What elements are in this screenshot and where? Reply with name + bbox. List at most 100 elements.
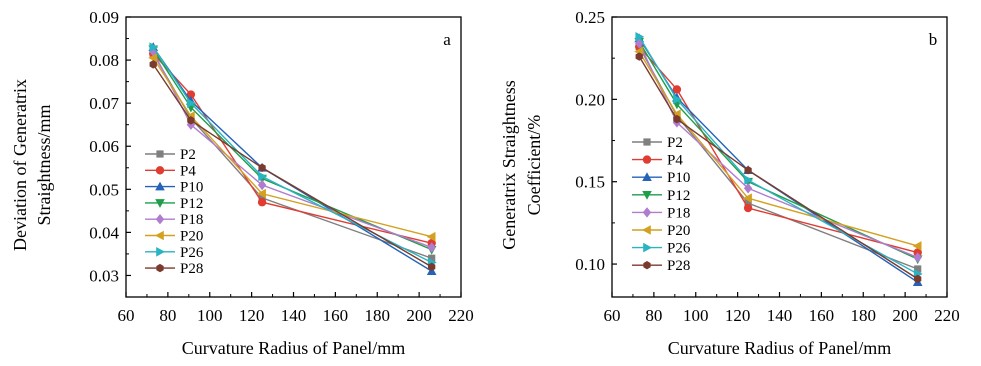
legend-marker bbox=[156, 263, 164, 273]
series-line bbox=[638, 36, 919, 275]
x-tick-label: 140 bbox=[281, 306, 307, 325]
data-point bbox=[914, 274, 922, 284]
legend-marker bbox=[642, 207, 652, 218]
legend-marker bbox=[643, 261, 651, 270]
y-tick-label: 0.10 bbox=[575, 255, 605, 274]
data-point bbox=[914, 265, 922, 273]
legend-label: P26 bbox=[180, 245, 204, 261]
series-line bbox=[152, 46, 433, 264]
data-point bbox=[427, 242, 436, 253]
data-point bbox=[257, 188, 266, 199]
x-tick-label: 120 bbox=[725, 306, 751, 325]
data-point bbox=[258, 194, 266, 202]
data-point bbox=[743, 183, 753, 194]
y-tick-label: 0.07 bbox=[89, 94, 119, 113]
series-p28 bbox=[149, 60, 436, 272]
data-point bbox=[149, 60, 157, 69]
data-point bbox=[258, 163, 266, 172]
legend-marker bbox=[156, 150, 164, 158]
data-point bbox=[426, 231, 436, 242]
x-tick-label: 220 bbox=[934, 306, 960, 325]
series-line bbox=[152, 48, 432, 251]
series-p20 bbox=[148, 53, 436, 242]
panel-label: b bbox=[929, 30, 938, 49]
data-point bbox=[428, 254, 436, 262]
y-tick-label: 0.03 bbox=[89, 266, 119, 285]
series-line bbox=[152, 63, 433, 268]
x-tick-label: 160 bbox=[323, 306, 349, 325]
data-point bbox=[744, 175, 754, 185]
legend-label: P20 bbox=[180, 229, 203, 245]
data-point bbox=[187, 116, 195, 125]
series-line bbox=[638, 56, 919, 280]
panel-label: a bbox=[443, 30, 451, 49]
y-tick-label: 0.20 bbox=[575, 90, 605, 109]
legend-marker bbox=[643, 138, 651, 146]
data-point bbox=[149, 46, 158, 57]
y-tick-label: 0.06 bbox=[89, 137, 119, 156]
y-tick-label: 0.05 bbox=[89, 180, 119, 199]
data-point bbox=[187, 98, 196, 108]
legend-label: P18 bbox=[180, 212, 203, 228]
data-point bbox=[913, 252, 922, 263]
series-p28 bbox=[635, 52, 922, 284]
data-point bbox=[635, 52, 643, 61]
y-axis-title-line: Straightness/mm bbox=[34, 105, 54, 226]
legend-label: P20 bbox=[667, 223, 690, 239]
data-point bbox=[149, 42, 159, 52]
legend-label: P12 bbox=[667, 188, 690, 204]
data-point bbox=[635, 31, 645, 42]
series-line bbox=[638, 41, 918, 260]
data-point bbox=[673, 94, 682, 105]
legend-label: P2 bbox=[667, 135, 683, 151]
y-tick-label: 0.04 bbox=[89, 223, 119, 242]
series-line bbox=[638, 51, 918, 247]
legend-marker bbox=[156, 247, 165, 257]
data-point bbox=[672, 85, 682, 94]
data-point bbox=[744, 199, 752, 207]
legend-label: P10 bbox=[180, 180, 203, 196]
legend-marker bbox=[155, 166, 165, 175]
legend-label: P28 bbox=[180, 261, 203, 277]
legend-label: P4 bbox=[180, 163, 196, 179]
y-tick-label: 0.09 bbox=[89, 8, 119, 27]
legend-marker bbox=[155, 199, 165, 208]
data-point bbox=[258, 171, 268, 182]
data-point bbox=[743, 193, 752, 203]
legend-marker bbox=[642, 172, 652, 181]
series-line bbox=[152, 57, 432, 238]
x-tick-label: 140 bbox=[767, 306, 793, 325]
legend-label: P12 bbox=[180, 196, 203, 212]
x-tick-label: 180 bbox=[851, 306, 877, 325]
x-tick-label: 200 bbox=[406, 306, 432, 325]
x-tick-label: 120 bbox=[239, 306, 265, 325]
plot-frame bbox=[611, 16, 948, 298]
x-tick-label: 100 bbox=[197, 306, 223, 325]
data-point bbox=[257, 179, 267, 191]
data-point bbox=[148, 53, 158, 63]
legend-marker bbox=[642, 155, 652, 164]
y-axis-title-line: Coefficient/% bbox=[524, 115, 544, 216]
data-point bbox=[673, 114, 681, 124]
x-tick-label: 160 bbox=[809, 306, 835, 325]
data-point bbox=[186, 119, 196, 130]
y-tick-label: 0.25 bbox=[575, 8, 605, 27]
legend-label: P28 bbox=[667, 258, 690, 274]
x-tick-label: 60 bbox=[118, 306, 135, 325]
legend-marker bbox=[155, 181, 165, 191]
data-point bbox=[744, 165, 752, 175]
legend-label: P2 bbox=[180, 147, 196, 163]
y-axis-title-line: Deviation of Generatrix bbox=[10, 79, 30, 251]
x-tick-label: 220 bbox=[448, 306, 474, 325]
legend-label: P10 bbox=[667, 170, 690, 186]
x-tick-label: 80 bbox=[645, 306, 662, 325]
legend-marker bbox=[642, 225, 651, 235]
y-tick-label: 0.15 bbox=[575, 173, 605, 192]
x-tick-label: 80 bbox=[159, 306, 176, 325]
x-tick-label: 200 bbox=[892, 306, 918, 325]
series-p26 bbox=[635, 31, 923, 279]
data-point bbox=[186, 90, 196, 99]
